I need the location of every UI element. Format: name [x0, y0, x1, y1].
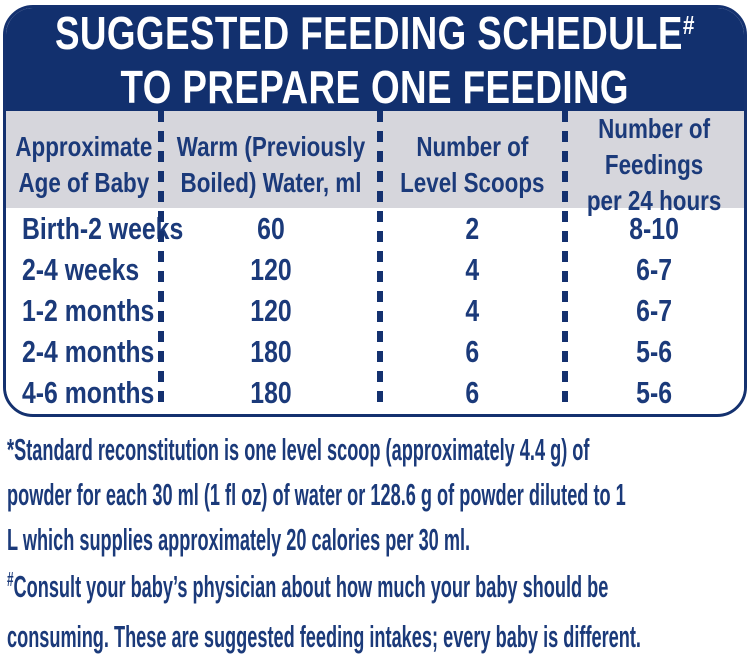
table-row: 1-2 months 120 4 6-7	[6, 290, 744, 331]
table-row: Birth-2 weeks 60 2 8-10	[6, 208, 744, 249]
hash-marker: #	[7, 569, 14, 591]
cell-water: 120	[161, 252, 380, 288]
footnote-standard-reconstitution: *Standard reconstitution is one level sc…	[7, 427, 748, 562]
cell-feedings-value: 6-7	[636, 292, 673, 328]
cell-age-value: 4-6 months	[22, 374, 155, 410]
title-text-2: TO PREPARE ONE FEEDING	[120, 61, 630, 113]
column-header-water-label: Warm (Previously Boiled) Water, ml	[176, 131, 365, 198]
cell-scoops: 4	[380, 293, 565, 329]
cell-feedings: 5-6	[565, 334, 744, 370]
column-header-water: Warm (Previously Boiled) Water, ml	[161, 129, 380, 201]
cell-water-value: 60	[256, 210, 285, 246]
footnote-consult-physician: #Consult your baby’s physician about how…	[7, 564, 748, 657]
cell-feedings-value: 6-7	[636, 251, 673, 287]
column-header-scoops-label: Number of Level Scoops	[400, 131, 545, 198]
cell-scoops: 4	[380, 252, 565, 288]
cell-age-value: 1-2 months	[22, 292, 155, 328]
cell-scoops: 6	[380, 375, 565, 411]
cell-age: 2-4 months	[6, 334, 161, 370]
cell-feedings: 6-7	[565, 252, 744, 288]
title-superscript-mark: #	[682, 10, 695, 40]
cell-water: 120	[161, 293, 380, 329]
footnotes-scaler: *Standard reconstitution is one level sc…	[7, 427, 748, 657]
column-separator-dashed	[377, 111, 384, 410]
cell-feedings: 8-10	[565, 211, 744, 247]
table-row: 2-4 weeks 120 4 6-7	[6, 249, 744, 290]
cell-scoops-value: 4	[465, 251, 480, 287]
cell-scoops-value: 6	[465, 333, 480, 369]
cell-scoops-value: 6	[465, 374, 480, 410]
cell-age: 4-6 months	[6, 375, 161, 411]
cell-water: 60	[161, 211, 380, 247]
cell-age: 1-2 months	[6, 293, 161, 329]
title-text: SUGGESTED FEEDING SCHEDULE	[55, 7, 683, 59]
column-header-age-label: Approximate Age of Baby	[15, 131, 152, 198]
column-header-age: Approximate Age of Baby	[6, 129, 161, 201]
table-row: 4-6 months 180 6 5-6	[6, 372, 744, 413]
cell-water-value: 180	[249, 374, 292, 410]
asterisk-marker: *	[7, 432, 15, 467]
cell-scoops-value: 2	[465, 210, 480, 246]
cell-feedings-value: 5-6	[636, 374, 673, 410]
column-header-scoops: Number of Level Scoops	[380, 129, 565, 201]
title-band: SUGGESTED FEEDING SCHEDULE# TO PREPARE O…	[6, 8, 744, 111]
page-title-line1: SUGGESTED FEEDING SCHEDULE#	[55, 10, 695, 64]
cell-feedings-value: 5-6	[636, 333, 673, 369]
column-separator-dashed	[157, 111, 164, 410]
table-header-row: Approximate Age of Baby Warm (Previously…	[6, 111, 744, 216]
cell-feedings: 6-7	[565, 293, 744, 329]
cell-feedings: 5-6	[565, 375, 744, 411]
column-separator-dashed	[561, 111, 568, 410]
cell-age-value: Birth-2 weeks	[22, 210, 184, 246]
cell-feedings-value: 8-10	[629, 210, 680, 246]
column-header-feedings: Number of Feedings per 24 hours	[565, 111, 744, 219]
cell-water-value: 180	[249, 333, 292, 369]
footnotes-section: *Standard reconstitution is one level sc…	[7, 427, 750, 657]
cell-age: Birth-2 weeks	[6, 210, 184, 247]
table-row: 2-4 months 180 6 5-6	[6, 331, 744, 372]
cell-age-value: 2-4 weeks	[22, 251, 140, 287]
cell-water: 180	[161, 334, 380, 370]
cell-scoops-value: 4	[465, 292, 480, 328]
column-header-feedings-label: Number of Feedings per 24 hours	[587, 113, 722, 216]
footnote-text: Consult your baby’s physician about how …	[7, 569, 641, 654]
cell-age: 2-4 weeks	[6, 252, 161, 288]
cell-water-value: 120	[249, 251, 292, 287]
cell-scoops: 6	[380, 334, 565, 370]
table-body: Birth-2 weeks 60 2 8-10 2-4 weeks 120 4 …	[6, 208, 744, 413]
footnote-text: Standard reconstitution is one level sco…	[7, 432, 626, 557]
feeding-schedule-card: SUGGESTED FEEDING SCHEDULE# TO PREPARE O…	[3, 5, 747, 417]
cell-scoops: 2	[380, 211, 565, 247]
cell-water-value: 120	[249, 292, 292, 328]
page-title-line2: TO PREPARE ONE FEEDING	[121, 64, 629, 111]
cell-age-value: 2-4 months	[22, 333, 155, 369]
cell-water: 180	[161, 375, 380, 411]
